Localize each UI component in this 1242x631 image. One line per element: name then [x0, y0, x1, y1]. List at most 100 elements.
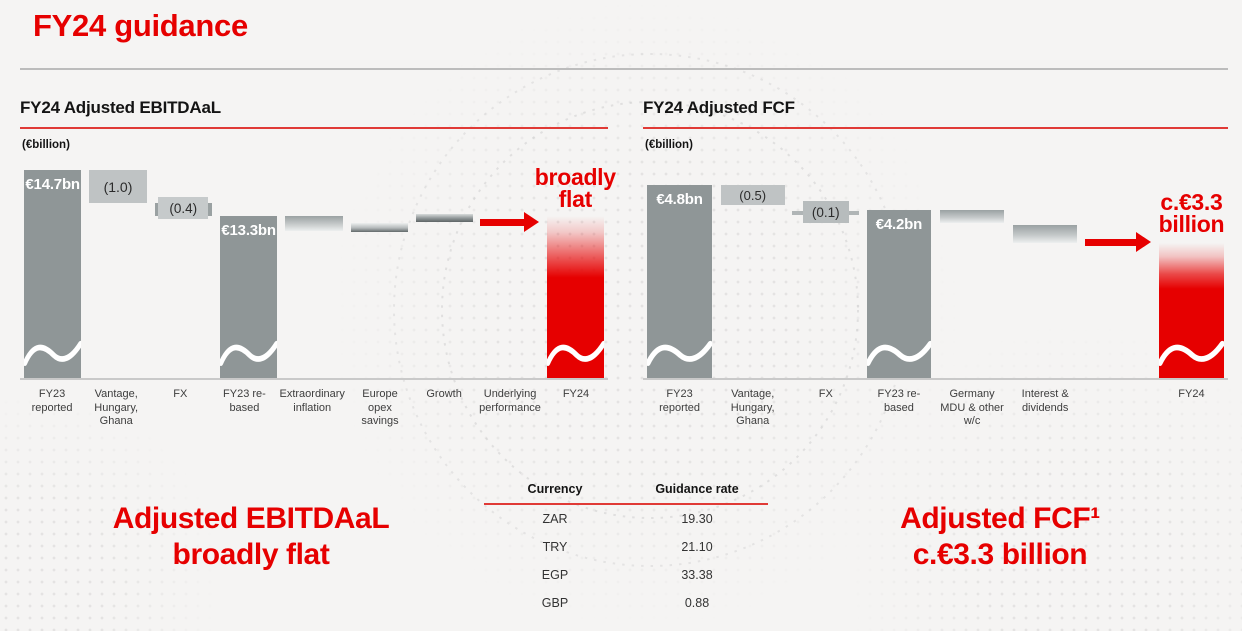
bar-fy24-target	[1159, 243, 1224, 378]
table-row: EGP 33.38	[484, 561, 768, 589]
table-row: ZAR 19.30	[484, 505, 768, 533]
fcf-target-annotation: c.€3.3 billion	[1158, 189, 1225, 237]
bar-value-label: €4.8bn	[656, 191, 703, 208]
bar-value-label: €4.2bn	[875, 216, 923, 233]
table-header-row: Currency Guidance rate	[484, 482, 768, 505]
column-growth	[412, 160, 477, 378]
category-label: Germany MDU & other w/c	[940, 388, 1004, 427]
category-label: FX	[818, 388, 833, 400]
category-label: Vantage, Hungary, Ghana	[730, 388, 775, 427]
column-europe-opex-savings	[347, 160, 412, 378]
axis-break-icon	[23, 340, 82, 366]
arrow-head	[523, 212, 539, 232]
currency-cell: GBP	[541, 596, 569, 610]
category-label: FY24	[1178, 388, 1205, 400]
bar-interest-dividends	[1013, 225, 1078, 243]
ebitdaal-title-rule	[20, 127, 608, 129]
category-label: FY23 re-based	[223, 388, 266, 414]
table-header-currency: Currency	[527, 482, 583, 496]
ebitdaal-summary-statement: Adjusted EBITDAaL broadly flat	[112, 502, 390, 571]
rate-cell: 21.10	[681, 540, 713, 554]
table-row: GBP 0.88	[484, 589, 768, 617]
category-label: Europe opex savings	[361, 388, 399, 427]
category-label: FY23 reported	[31, 388, 73, 414]
column-arrow-spacer	[1082, 160, 1155, 378]
bar-fy23-rebased: €13.3bn	[219, 216, 278, 378]
axis-break-icon	[1159, 340, 1224, 366]
currency-cell: TRY	[542, 540, 568, 554]
column-fx: (0.1)	[789, 160, 862, 378]
fcf-category-labels: FY23 reported Vantage, Hungary, Ghana FX…	[643, 388, 1228, 429]
bar-value-label: (0.1)	[811, 204, 840, 220]
bar-fy24-target	[546, 216, 605, 378]
bar-europe-opex-savings	[350, 223, 409, 232]
rate-cell: 0.88	[684, 596, 710, 610]
column-vantage: (1.0)	[85, 160, 150, 378]
axis-break-icon	[647, 340, 712, 366]
ebitdaal-chart: FY24 Adjusted EBITDAaL (€billion) €14.7b…	[20, 98, 616, 443]
bar-vantage-decrement: (1.0)	[89, 170, 147, 203]
bar-value-label: (0.4)	[169, 200, 198, 216]
category-label: Extraordinary inflation	[279, 388, 345, 414]
bar-fy23-reported: €14.7bn	[23, 170, 82, 378]
ebitdaal-target-annotation: broadly flat	[534, 164, 616, 212]
axis-break-icon	[546, 340, 605, 366]
bar-value-label: (1.0)	[103, 178, 133, 195]
rate-cell: 33.38	[681, 568, 713, 582]
column-underlying-performance	[477, 160, 542, 378]
arrow-head	[1135, 232, 1151, 252]
category-label: FY23 re-based	[877, 388, 921, 414]
column-vantage: (0.5)	[716, 160, 789, 378]
bar-value-label: (0.5)	[739, 187, 767, 203]
ebitdaal-category-labels: FY23 reported Vantage, Hungary, Ghana FX…	[20, 388, 608, 429]
category-label: FX	[173, 388, 188, 400]
fcf-plot-area: €4.8bn (0.5) (0.1) €4.2bn	[643, 160, 1228, 380]
category-label	[1082, 388, 1155, 429]
category-label: Growth	[426, 388, 462, 400]
rate-cell: 19.30	[681, 512, 713, 526]
category-label: Vantage, Hungary, Ghana	[94, 388, 139, 427]
fcf-unit-label: (€billion)	[645, 139, 693, 151]
top-divider	[20, 68, 1228, 70]
bar-extraordinary-inflation	[285, 216, 343, 231]
arrow-right-icon	[479, 212, 539, 232]
column-fy23-reported: €14.7bn	[20, 160, 85, 378]
column-interest-dividends	[1009, 160, 1082, 378]
axis-break-icon	[219, 340, 278, 366]
fcf-title-rule	[643, 127, 1228, 129]
category-label: FY24	[562, 388, 590, 400]
column-extraordinary-inflation	[281, 160, 346, 378]
column-fy23-reported: €4.8bn	[643, 160, 716, 378]
category-label: Underlying performance	[479, 388, 541, 414]
fx-value-chip: (0.1)	[802, 201, 849, 223]
currency-cell: ZAR	[542, 512, 568, 526]
category-label: FY23 reported	[659, 388, 701, 414]
arrow-body	[479, 218, 524, 226]
fcf-chart: FY24 Adjusted FCF (€billion) €4.8bn (0.5…	[643, 98, 1228, 443]
page-title: FY24 guidance	[33, 8, 248, 43]
arrow-right-icon	[1084, 232, 1151, 252]
column-fy24: broadly flat	[535, 160, 616, 378]
table-header-guidance-rate: Guidance rate	[655, 482, 739, 496]
table-row: TRY 21.10	[484, 533, 768, 561]
column-fx: (0.4)	[151, 160, 216, 378]
column-fy23-rebased: €4.2bn	[862, 160, 935, 378]
bar-value-label: €13.3bn	[221, 222, 276, 239]
bar-germany-mdu-other-wc	[939, 210, 1005, 223]
ebitdaal-unit-label: (€billion)	[22, 139, 70, 151]
category-label: Interest & dividends	[1021, 388, 1069, 414]
column-germany-mdu	[936, 160, 1009, 378]
bar-growth	[415, 214, 474, 222]
ebitdaal-plot-area: €14.7bn (1.0) (0.4) €13.3bn	[20, 160, 616, 380]
column-fy24: c.€3.3 billion	[1155, 160, 1228, 378]
axis-break-icon	[866, 340, 932, 366]
arrow-body	[1084, 238, 1136, 246]
currency-cell: EGP	[541, 568, 569, 582]
bar-fy23-rebased: €4.2bn	[866, 210, 932, 378]
fx-value-chip: (0.4)	[158, 197, 209, 219]
bar-value-label: €14.7bn	[25, 176, 80, 193]
ebitdaal-chart-title: FY24 Adjusted EBITDAaL	[20, 98, 221, 117]
fcf-chart-title: FY24 Adjusted FCF	[643, 98, 795, 117]
column-fy23-rebased: €13.3bn	[216, 160, 281, 378]
